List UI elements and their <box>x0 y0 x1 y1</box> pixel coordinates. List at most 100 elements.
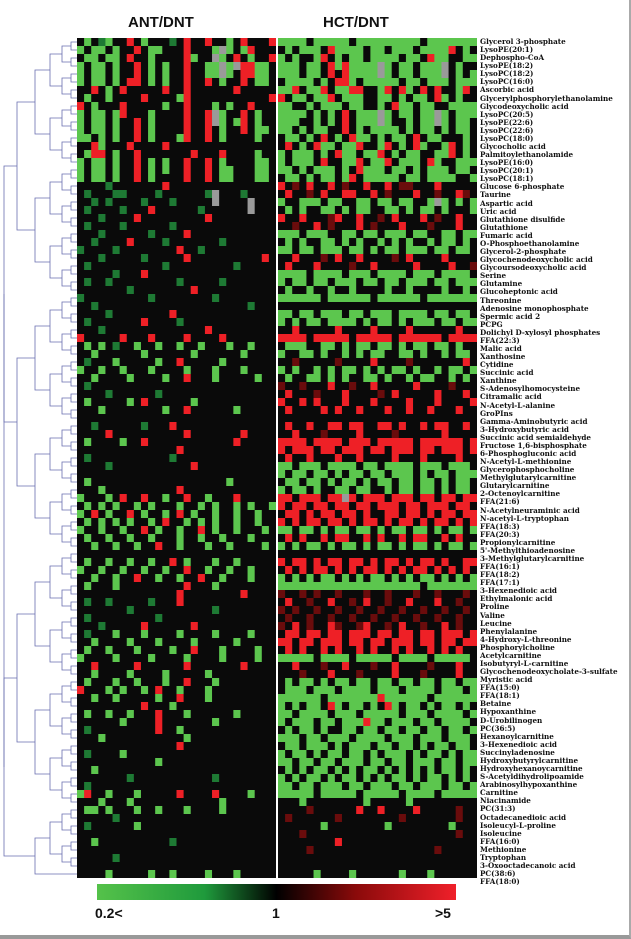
heatmap-cell-hct <box>285 134 293 143</box>
heatmap-cell-ant <box>105 134 113 143</box>
heatmap-cell-ant <box>247 302 256 311</box>
heatmap-cell-hct <box>356 62 364 71</box>
heatmap-cell-ant <box>204 190 213 199</box>
heatmap-cell-ant <box>190 422 199 431</box>
heatmap-cell-hct <box>292 534 300 543</box>
heatmap-cell-ant <box>261 310 270 319</box>
heatmap-cell-ant <box>219 462 227 471</box>
heatmap-cell-ant <box>119 494 128 503</box>
heatmap-cell-ant <box>254 350 263 359</box>
heatmap-cell-ant <box>133 590 142 599</box>
heatmap-cell-ant <box>133 278 142 287</box>
heatmap-cell-hct <box>441 678 449 687</box>
heatmap-cell-ant <box>254 614 263 623</box>
heatmap-cell-hct <box>356 462 364 471</box>
heatmap-cell-hct <box>469 230 477 239</box>
heatmap-cell-ant <box>162 390 170 399</box>
heatmap-cell-hct <box>391 606 400 615</box>
heatmap-cell-hct <box>384 62 393 71</box>
heatmap-cell-hct <box>363 382 371 391</box>
heatmap-cell-hct <box>341 550 350 559</box>
heatmap-cell-hct <box>370 326 378 335</box>
heatmap-cell-hct <box>434 534 442 543</box>
heatmap-cell-hct <box>405 294 414 303</box>
heatmap-cell-hct <box>441 366 449 375</box>
heatmap-cell-hct <box>285 94 293 103</box>
heatmap-cell-hct <box>462 630 471 639</box>
heatmap-cell-ant <box>268 222 277 231</box>
heatmap-cell-ant <box>261 638 270 647</box>
heatmap-cell-hct <box>285 462 293 471</box>
heatmap-cell-ant <box>233 566 241 575</box>
heatmap-cell-ant <box>268 110 277 119</box>
dendrogram-branch <box>61 685 71 703</box>
heatmap-cell-hct <box>278 302 286 311</box>
heatmap-cell-hct <box>384 246 393 255</box>
heatmap-cell-hct <box>391 310 400 319</box>
heatmap-cell-hct <box>327 54 336 63</box>
heatmap-cell-hct <box>370 470 378 479</box>
heatmap-cell-hct <box>462 686 471 695</box>
heatmap-cell-hct <box>434 294 442 303</box>
heatmap-cell-hct <box>448 310 457 319</box>
heatmap-cell-hct <box>448 326 457 335</box>
heatmap-cell-ant <box>126 406 135 415</box>
heatmap-cell-ant <box>204 574 213 583</box>
heatmap-cell-hct <box>462 214 471 223</box>
heatmap-cell-ant <box>140 718 149 727</box>
heatmap-cell-hct <box>306 478 314 487</box>
heatmap-cell-hct <box>391 518 400 527</box>
heatmap-cell-ant <box>77 310 85 319</box>
heatmap-cell-hct <box>398 478 407 487</box>
heatmap-cell-ant <box>119 238 128 247</box>
heatmap-cell-ant <box>183 438 192 447</box>
heatmap-cell-hct <box>398 590 407 599</box>
heatmap-cell-ant <box>268 350 277 359</box>
heatmap-cell-hct <box>285 70 293 79</box>
heatmap-cell-ant <box>148 278 156 287</box>
heatmap-cell-hct <box>455 70 464 79</box>
heatmap-cell-ant <box>226 230 234 239</box>
heatmap-cell-hct <box>377 318 386 327</box>
heatmap-cell-hct <box>441 334 449 343</box>
heatmap-cell-ant <box>176 150 185 159</box>
heatmap-cell-hct <box>278 494 286 503</box>
heatmap-cell-hct <box>441 118 449 127</box>
heatmap-cell-ant <box>77 534 85 543</box>
heatmap-cell-hct <box>469 502 477 511</box>
heatmap-cell-hct <box>278 518 286 527</box>
heatmap-cell-hct <box>370 590 378 599</box>
heatmap-cell-hct <box>434 102 442 111</box>
heatmap-cell-hct <box>413 374 421 383</box>
heatmap-cell-ant <box>254 278 263 287</box>
heatmap-cell-ant <box>133 182 142 191</box>
heatmap-cell-ant <box>112 518 121 527</box>
heatmap-cell-hct <box>370 430 378 439</box>
heatmap-cell-hct <box>420 294 428 303</box>
heatmap-cell-ant <box>84 558 92 567</box>
heatmap-cell-ant <box>84 702 92 711</box>
heatmap-cell-hct <box>278 118 286 127</box>
heatmap-cell-hct <box>462 710 471 719</box>
heatmap-cell-hct <box>384 630 393 639</box>
heatmap-cell-hct <box>299 726 307 735</box>
heatmap-cell-hct <box>299 254 307 263</box>
heatmap-cell-hct <box>448 262 457 271</box>
heatmap-cell-hct <box>299 350 307 359</box>
heatmap-cell-hct <box>363 134 371 143</box>
heatmap-cell-ant <box>204 510 213 519</box>
heatmap-cell-ant <box>254 398 263 407</box>
heatmap-cell-ant <box>169 430 177 439</box>
heatmap-cell-hct <box>320 422 329 431</box>
heatmap-cell-ant <box>226 462 234 471</box>
heatmap-cell-ant <box>169 670 177 679</box>
heatmap-cell-ant <box>183 294 192 303</box>
heatmap-cell-hct <box>469 366 477 375</box>
heatmap-cell-ant <box>226 590 234 599</box>
heatmap-cell-hct <box>469 254 477 263</box>
heatmap-cell-hct <box>434 366 442 375</box>
heatmap-cell-ant <box>176 398 185 407</box>
heatmap-cell-ant <box>240 302 248 311</box>
heatmap-cell-ant <box>247 406 256 415</box>
heatmap-cell-ant <box>254 582 263 591</box>
